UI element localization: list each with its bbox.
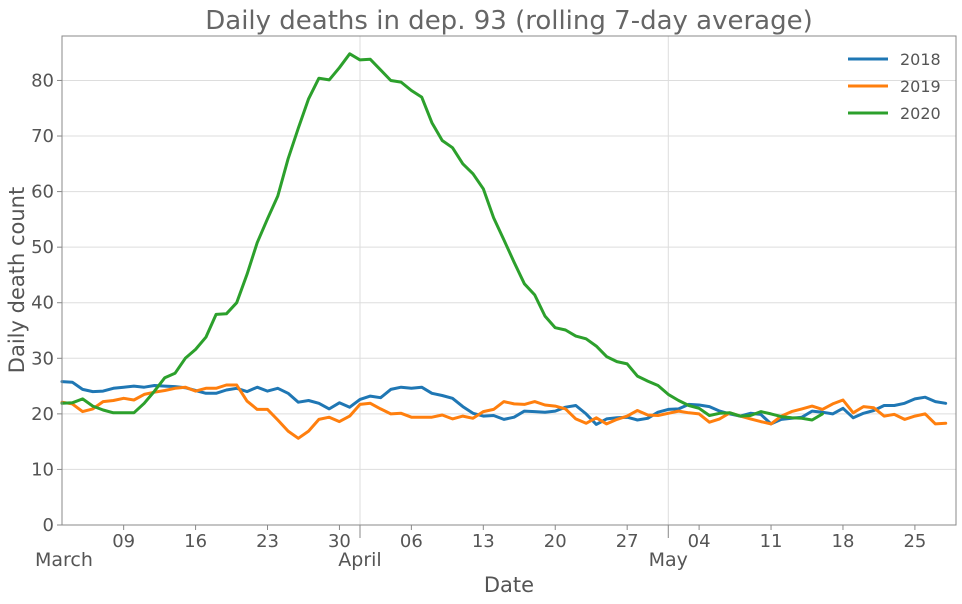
x-tick-label: 18: [832, 531, 855, 552]
plot-frame: [61, 35, 957, 526]
x-axis-label: Date: [484, 573, 534, 597]
y-tick-label: 50: [31, 237, 54, 258]
x-tick-label: 30: [328, 531, 351, 552]
legend-label-2019: 2019: [900, 77, 941, 96]
gridlines: [62, 36, 956, 525]
month-label: March: [35, 549, 93, 571]
series-line-2020: [60, 52, 824, 422]
y-axis-label: Daily death count: [5, 187, 29, 373]
y-tick-label: 60: [31, 182, 54, 203]
x-tick-label: 27: [616, 531, 639, 552]
chart-title: Daily deaths in dep. 93 (rolling 7-day a…: [205, 6, 813, 36]
y-tick-label: 80: [31, 70, 54, 91]
x-tick-label: 09: [112, 531, 135, 552]
x-tick-label: 06: [400, 531, 423, 552]
series-line-2019: [60, 383, 948, 440]
y-tick-label: 10: [31, 459, 54, 480]
legend-label-2020: 2020: [900, 104, 941, 123]
x-tick-label: 13: [472, 531, 495, 552]
series-lines: [60, 52, 948, 440]
y-tick-label: 20: [31, 404, 54, 425]
x-tick-label: 04: [688, 531, 711, 552]
x-tick-label: 11: [760, 531, 783, 552]
x-tick-label: 25: [903, 531, 926, 552]
legend-label-2018: 2018: [900, 50, 941, 69]
month-label: May: [649, 549, 688, 571]
y-tick-label: 40: [31, 293, 54, 314]
legend: 2018 2019 2020: [848, 50, 941, 123]
axes: [61, 35, 957, 526]
x-tick-label: 23: [256, 531, 279, 552]
y-tick-label: 70: [31, 126, 54, 147]
x-tick-label: 16: [184, 531, 207, 552]
x-tick-label: 20: [544, 531, 567, 552]
month-labels: March April May: [35, 525, 688, 571]
y-axis-ticks: 0 10 20 30 40 50 60 70 80: [31, 70, 62, 536]
y-tick-label: 0: [43, 515, 54, 536]
y-tick-label: 30: [31, 348, 54, 369]
x-axis-ticks: 09 16 23 30 06 13 20 27 04 11 18 25: [112, 525, 926, 552]
month-label: April: [338, 549, 381, 571]
